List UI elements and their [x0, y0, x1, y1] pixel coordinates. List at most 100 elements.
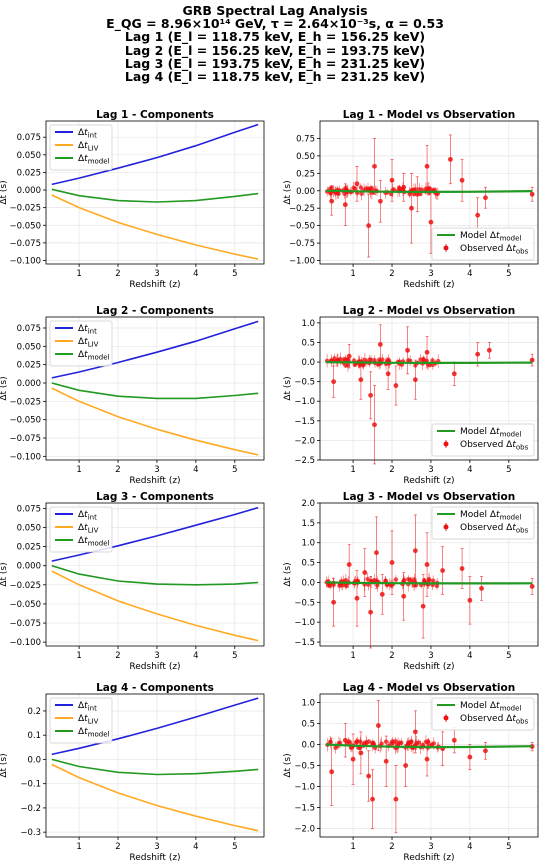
observed-point: [388, 741, 394, 746]
y-axis-label: Δt (s): [0, 562, 9, 586]
x-tick-label: 5: [232, 651, 237, 661]
series-line-liv: [51, 194, 259, 260]
y-tick-label: 0.0: [27, 755, 41, 765]
observed-point: [389, 560, 395, 565]
observed-point: [393, 577, 399, 582]
y-tick-label: −0.025: [10, 204, 41, 214]
series-line-liv: [51, 570, 259, 642]
y-tick-label: −0.050: [10, 416, 41, 426]
x-tick-label: 4: [467, 269, 472, 279]
legend-label: ΔtLIV: [78, 141, 99, 153]
figure-title-line: GRB Spectral Lag Analysis: [182, 3, 368, 18]
legend-box: [431, 227, 535, 261]
x-tick-label: 3: [154, 465, 159, 475]
model-line: [325, 581, 533, 585]
observed-point: [365, 576, 370, 582]
chart-panel: Lag 1 - Model vs Observation 1 2 3 4 5 −1.00 −0…: [283, 109, 539, 290]
observed-point: [389, 583, 394, 588]
observed-point: [448, 156, 453, 162]
y-tick-label: −2.5: [294, 456, 315, 466]
observed-point: [529, 357, 535, 363]
y-tick-label: 0.075: [17, 133, 41, 143]
plot-frame: [45, 693, 265, 838]
y-tick-label: −0.50: [289, 222, 315, 232]
x-tick-label: 2: [115, 842, 120, 852]
y-tick-label: −0.25: [289, 204, 315, 214]
observed-point: [475, 212, 481, 218]
observed-point: [451, 371, 457, 377]
observed-point: [374, 550, 379, 556]
observed-point: [346, 562, 352, 567]
legend-label: Δtmodel: [78, 727, 110, 739]
legend-point: [443, 715, 449, 721]
plot-frame: [45, 120, 265, 265]
legend-label: Δtint: [78, 510, 97, 522]
y-axis-label: Δt (s): [283, 376, 293, 400]
y-tick-label: 0.025: [17, 543, 41, 553]
chart-title: Lag 4 - Components: [96, 682, 214, 694]
y-tick-label: 1.0: [301, 539, 315, 549]
chart-panel: Lag 3 - Components 1 2 3 4 5 −0.100 −0.075 −0.05…: [0, 491, 265, 672]
y-tick-label: 0.025: [17, 168, 41, 178]
legend-label: Δtmodel: [78, 154, 110, 166]
x-tick-label: 4: [193, 651, 198, 661]
x-tick-label: 3: [154, 651, 159, 661]
chart-title: Lag 2 - Components: [96, 305, 214, 317]
observed-point: [440, 568, 446, 573]
observed-point: [357, 363, 363, 368]
x-tick-label: 3: [428, 651, 433, 661]
observed-point: [426, 578, 432, 583]
legend-label: Observed Δtobs: [460, 440, 529, 452]
chart-title: Lag 1 - Model vs Observation: [343, 109, 515, 121]
observed-point: [420, 603, 426, 609]
chart-title: Lag 3 - Components: [96, 491, 214, 503]
observed-point: [425, 187, 431, 192]
x-tick-label: 4: [467, 465, 472, 475]
observed-point: [401, 184, 407, 190]
observed-point: [459, 566, 465, 571]
y-tick-label: 0.000: [17, 562, 41, 572]
x-tick-label: 3: [154, 269, 159, 279]
y-tick-label: −2.0: [294, 436, 315, 446]
figure-title: GRB Spectral Lag Analysis E_QG = 8.96×10…: [0, 4, 550, 83]
series-line-model: [51, 188, 259, 203]
x-tick-label: 3: [428, 842, 433, 852]
observed-point: [483, 748, 488, 754]
x-tick-label: 2: [389, 269, 394, 279]
x-axis-label: Redshift (z): [403, 662, 454, 672]
observed-point: [413, 187, 418, 192]
observed-point: [358, 750, 364, 756]
y-tick-label: −0.075: [10, 434, 41, 444]
y-tick-label: 0.050: [17, 151, 41, 161]
y-tick-label: 0.1: [27, 731, 41, 741]
legend-label: Model Δtmodel: [460, 701, 521, 713]
observed-point: [372, 163, 377, 169]
model-line: [325, 743, 533, 749]
y-tick-label: 0.075: [17, 324, 41, 334]
observed-point: [377, 342, 383, 347]
x-tick-label: 1: [350, 269, 355, 279]
y-tick-label: 0.25: [296, 169, 315, 179]
y-axis-label: Δt (s): [0, 376, 9, 400]
plot-frame: [319, 502, 539, 647]
chart-panel: Lag 2 - Components 1 2 3 4 5 −0.100 −0.075 −0.05…: [0, 305, 265, 486]
observed-point: [430, 578, 436, 583]
legend-label: Δtmodel: [78, 350, 110, 362]
observed-point: [424, 756, 430, 762]
observed-point: [375, 723, 381, 728]
x-tick-label: 1: [76, 465, 81, 475]
y-tick-label: 0.5: [301, 719, 315, 729]
x-tick-label: 4: [467, 842, 472, 852]
observed-point: [329, 769, 335, 775]
legend-label: Model Δtmodel: [460, 510, 521, 522]
y-tick-label: −0.2: [20, 804, 41, 814]
observed-point: [366, 773, 372, 779]
series-line-int: [51, 320, 259, 379]
legend-box: [431, 697, 535, 731]
y-tick-label: −1.5: [294, 417, 315, 427]
figure-title-line: Lag 3 (E_l = 193.75 keV, E_h = 231.25 ke…: [124, 55, 426, 71]
y-tick-label: −0.3: [20, 828, 41, 838]
y-tick-label: 0.50: [296, 152, 315, 162]
x-axis-label: Redshift (z): [129, 476, 180, 486]
observed-point: [331, 379, 337, 385]
